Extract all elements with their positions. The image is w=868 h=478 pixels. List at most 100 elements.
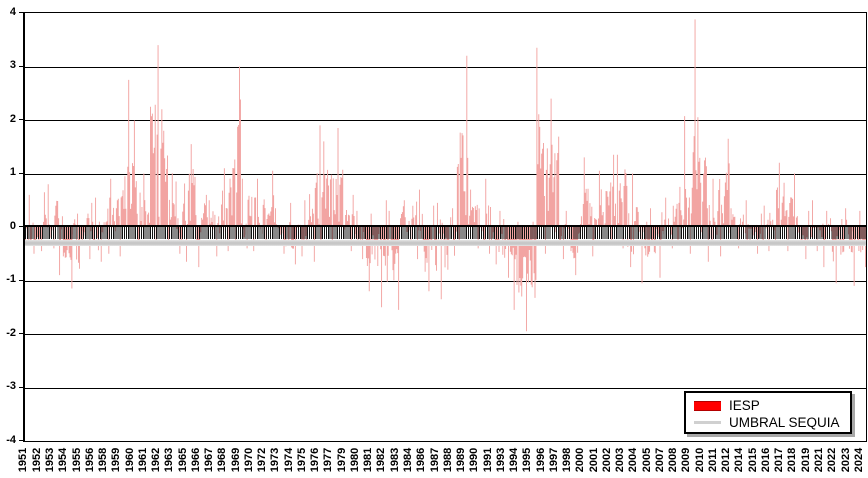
gridline-2 [25, 120, 866, 121]
x-tick-label-1991: 1991 [481, 447, 494, 473]
x-tick-label-1967: 1967 [203, 447, 216, 473]
x-tick-label-1998: 1998 [561, 447, 574, 473]
y-tick-mark [19, 440, 24, 441]
x-tick-label-2021: 2021 [813, 447, 825, 473]
x-tick-label-1986: 1986 [415, 447, 428, 473]
x-tick-label-1995: 1995 [521, 447, 534, 473]
x-tick-label-2024: 2024 [852, 447, 865, 473]
iesp-red-swatch-icon [694, 400, 721, 411]
y-tick-mark [19, 119, 24, 120]
x-tick-label-1966: 1966 [189, 447, 202, 473]
x-tick-label-2019: 2019 [799, 447, 812, 473]
y-tick-mark [19, 333, 24, 334]
x-tick-label-2009: 2009 [680, 447, 693, 473]
x-tick-label-2007: 2007 [653, 447, 666, 473]
y-tick-mark [19, 226, 24, 227]
gridline--2 [25, 334, 866, 335]
x-tick-label-1977: 1977 [322, 447, 335, 473]
x-tick-label-1994: 1994 [508, 447, 521, 473]
x-tick-label-1976: 1976 [309, 447, 322, 473]
legend: IESP UMBRAL SEQUIA [684, 391, 852, 434]
x-tick-label-1990: 1990 [468, 447, 481, 473]
x-tick-label-1962: 1962 [150, 447, 163, 473]
x-tick-label-1965: 1965 [176, 447, 189, 473]
y-tick-label-3: 3 [9, 59, 16, 71]
legend-label-iesp: IESP [729, 398, 760, 413]
x-tick-label-1959: 1959 [110, 447, 123, 473]
x-tick-label-1989: 1989 [455, 447, 468, 473]
gridline-1 [25, 173, 866, 175]
x-tick-label-1953: 1953 [43, 447, 56, 473]
y-tick-label-1: 1 [9, 166, 16, 178]
x-tick-label-1968: 1968 [216, 447, 229, 473]
x-tick-label-1973: 1973 [269, 447, 282, 473]
legend-label-umbral: UMBRAL SEQUIA [729, 415, 840, 430]
x-tick-label-2023: 2023 [839, 447, 852, 473]
umbral-sequia-threshold-line [25, 240, 866, 247]
y-tick-label--2: -2 [6, 326, 16, 339]
x-tick-label-1972: 1972 [256, 447, 269, 473]
umbral-gray-line-swatch-icon [694, 421, 721, 424]
x-tick-label-1975: 1975 [295, 447, 308, 473]
x-tick-label-1988: 1988 [441, 447, 454, 473]
x-tick-label-2011: 2011 [706, 448, 719, 472]
x-tick-label-1954: 1954 [57, 447, 70, 473]
x-tick-label-2000: 2000 [574, 447, 587, 473]
x-tick-label-1974: 1974 [282, 447, 295, 473]
gridline--3 [25, 387, 866, 389]
x-tick-label-2002: 2002 [600, 447, 613, 473]
x-tick-label-1981: 1981 [362, 447, 375, 473]
x-tick-label-2008: 2008 [667, 447, 680, 473]
x-tick-label-2001: 2001 [587, 447, 600, 473]
x-tick-label-1960: 1960 [123, 447, 136, 473]
y-tick-mark [19, 279, 24, 281]
gridline--1 [25, 280, 866, 282]
x-tick-label-1982: 1982 [375, 447, 388, 473]
x-tick-label-2012: 2012 [720, 447, 733, 473]
legend-row-umbral: UMBRAL SEQUIA [694, 414, 844, 431]
x-tick-label-2004: 2004 [627, 447, 640, 473]
x-tick-label-2022: 2022 [826, 447, 839, 473]
x-tick-label-1961: 1961 [136, 447, 149, 473]
x-tick-label-2015: 2015 [746, 447, 759, 473]
x-tick-label-1956: 1956 [83, 447, 96, 473]
y-tick-label--4: -4 [6, 433, 16, 446]
x-tick-label-1980: 1980 [348, 447, 361, 473]
x-tick-label-1969: 1969 [229, 447, 242, 473]
x-tick-label-1987: 1987 [428, 447, 441, 473]
x-tick-label-2018: 2018 [786, 447, 799, 473]
x-tick-label-1958: 1958 [97, 447, 110, 473]
x-tick-label-1996: 1996 [534, 447, 547, 473]
x-tick-label-1970: 1970 [242, 447, 255, 473]
plot-area [23, 12, 867, 442]
y-tick-mark [19, 172, 24, 174]
y-tick-mark [19, 12, 24, 13]
y-tick-label-2: 2 [9, 112, 16, 125]
x-tick-label-1955: 1955 [70, 447, 83, 473]
y-tick-label--3: -3 [6, 380, 16, 392]
x-tick-label-1984: 1984 [401, 447, 414, 473]
x-tick-label-2005: 2005 [640, 447, 653, 473]
month-tick-marks [25, 227, 866, 239]
x-tick-label-1993: 1993 [494, 447, 507, 473]
y-tick-mark [19, 386, 24, 388]
x-tick-label-2017: 2017 [773, 447, 786, 473]
x-tick-label-2016: 2016 [759, 447, 772, 473]
x-tick-label-1979: 1979 [335, 447, 348, 473]
x-tick-label-1997: 1997 [547, 447, 560, 473]
y-tick-mark [19, 65, 24, 67]
x-tick-label-1963: 1963 [163, 447, 176, 473]
y-tick-label-0: 0 [9, 219, 16, 232]
gridline-3 [25, 66, 866, 68]
x-tick-label-2010: 2010 [693, 447, 706, 473]
x-tick-label-1951: 1951 [17, 447, 30, 473]
y-tick-label--1: -1 [6, 273, 16, 285]
y-tick-label-4: 4 [9, 5, 16, 18]
legend-row-iesp: IESP [694, 397, 844, 414]
x-tick-label-1952: 1952 [30, 447, 43, 473]
x-tick-label-2003: 2003 [614, 447, 627, 473]
x-tick-label-1983: 1983 [388, 447, 401, 473]
x-tick-label-2014: 2014 [733, 447, 746, 473]
x-axis-zero-line [25, 225, 866, 227]
